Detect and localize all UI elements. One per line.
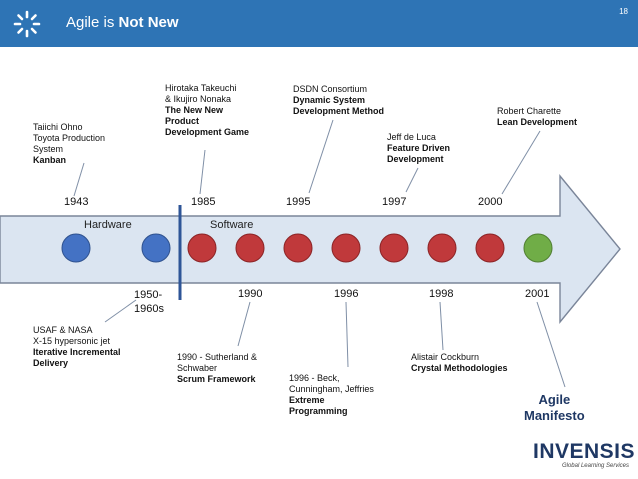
year-1996: 1996 [334, 288, 359, 300]
hardware-dot-1950s [141, 233, 171, 263]
software-dot-1998 [427, 233, 457, 263]
software-dot-1990 [235, 233, 265, 263]
era-label-software: Software [210, 219, 254, 231]
event-crystal: Alistair Cockburn Crystal Methodologies [411, 352, 508, 373]
software-dot-1997 [379, 233, 409, 263]
year-1997: 1997 [382, 196, 407, 208]
leader-lines [73, 119, 566, 388]
year-2001: 2001 [525, 288, 550, 300]
event-deluca-fdd: Jeff de Luca Feature Driven Development [387, 132, 451, 164]
logo-wordmark: INVENSIS [533, 440, 636, 463]
year-1985: 1985 [191, 196, 216, 208]
header-bar: Agile is Not New 18 [0, 0, 638, 47]
year-1990: 1990 [238, 288, 263, 300]
year-1995: 1995 [286, 196, 311, 208]
page-number: 18 [619, 7, 628, 16]
year-1998: 1998 [429, 288, 454, 300]
event-agile-manifesto: Agile Manifesto [524, 392, 585, 423]
page-title: Agile is Not New [66, 14, 179, 31]
event-takeuchi-nonaka: Hirotaka Takeuchi & Ikujiro Nonaka The New… [165, 83, 250, 137]
era-label-hardware: Hardware [84, 219, 132, 231]
software-dot-2000 [475, 233, 505, 263]
year-1950s: 1950- 1960s [134, 289, 164, 315]
software-dot-1996 [331, 233, 361, 263]
year-1943: 1943 [64, 196, 89, 208]
event-ohno-kanban: Taiichi Ohno Toyota Production System Kanba… [33, 122, 106, 165]
software-dot-1995 [283, 233, 313, 263]
logo-tagline: Global Learning Services [561, 463, 629, 469]
invensis-logo: INVENSIS Global Learning Services [533, 440, 636, 470]
hardware-dot-1943 [61, 233, 91, 263]
event-usaf-nasa: USAF & NASA X-15 hypersonic jet Iterative … [33, 325, 121, 368]
year-2000: 2000 [478, 196, 503, 208]
event-dsdn-consortium: DSDN Consortium Dynamic System Development… [293, 84, 385, 116]
event-charette-lean: Robert Charette Lean Development [497, 106, 578, 127]
loading-spinner-icon [13, 10, 41, 38]
agile-dot-2001 [523, 233, 553, 263]
event-scrum: 1990 - Sutherland & Schwaber Scrum Framewo… [177, 352, 258, 384]
software-dot-1985 [187, 233, 217, 263]
event-xp: 1996 - Beck, Cunningham, Jeffries Extreme P… [289, 373, 374, 416]
